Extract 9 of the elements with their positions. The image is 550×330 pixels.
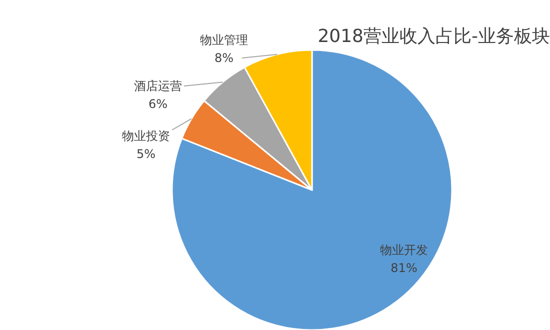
data-label: 5% — [136, 147, 156, 161]
data-label: 81% — [390, 261, 418, 275]
slice-label: 物业开发 — [380, 243, 428, 257]
chart-title: 2018营业收入占比-业务板块 — [318, 26, 550, 47]
slice-label: 物业投资 — [122, 129, 170, 143]
slice-label: 物业管理 — [200, 33, 248, 47]
data-label: 6% — [148, 97, 168, 111]
data-label: 8% — [214, 51, 234, 65]
slice-label: 酒店运营 — [134, 79, 182, 93]
